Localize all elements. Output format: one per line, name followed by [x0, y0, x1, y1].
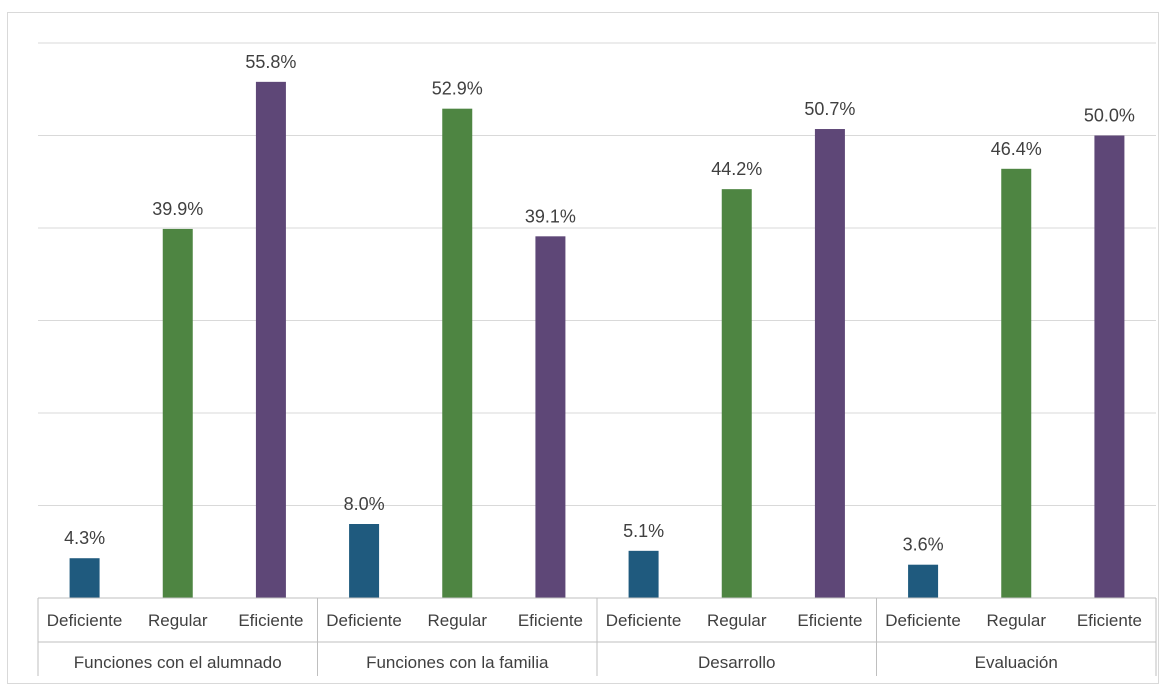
- gridlines: [38, 42, 1156, 506]
- bar-eficiente-1: [255, 81, 286, 599]
- grouped-bar-chart: 4.3% 39.9% 55.8% 8.0% 52.9% 39.1% 5.1% 44.2% 50.…: [37, 42, 1157, 676]
- bar-deficiente-4: [908, 564, 939, 598]
- data-label: 50.7%: [804, 99, 855, 119]
- chart-frame: 4.3% 39.9% 55.8% 8.0% 52.9% 39.1% 5.1% 44.2% 50.…: [7, 12, 1159, 684]
- category-tick-label: Eficiente: [1077, 611, 1142, 630]
- data-label: 44.2%: [711, 159, 762, 179]
- category-tick-label: Regular: [707, 611, 767, 630]
- category-tick-label: Eficiente: [518, 611, 583, 630]
- bar-regular-4: [1001, 168, 1032, 599]
- bar-regular-3: [721, 189, 752, 598]
- bar-eficiente-3: [814, 129, 845, 598]
- category-axis: Deficiente Regular Eficiente Funciones con …: [37, 597, 1157, 676]
- group-label: Funciones con el alumnado: [74, 653, 282, 672]
- group-label: Evaluación: [975, 653, 1058, 672]
- bars: [69, 81, 1125, 599]
- category-tick-label: Deficiente: [47, 611, 123, 630]
- bar-deficiente-3: [628, 550, 659, 598]
- category-tick-label: Deficiente: [326, 611, 402, 630]
- bar-eficiente-4: [1094, 135, 1125, 598]
- bar-deficiente-1: [69, 558, 100, 598]
- bar-regular-1: [162, 228, 193, 599]
- data-label: 5.1%: [623, 521, 664, 541]
- bar-regular-2: [442, 108, 473, 599]
- data-label: 39.1%: [525, 206, 576, 226]
- category-tick-label: Eficiente: [238, 611, 303, 630]
- data-labels: 4.3% 39.9% 55.8% 8.0% 52.9% 39.1% 5.1% 44.2% 50.…: [64, 52, 1135, 555]
- bar-deficiente-2: [349, 524, 380, 598]
- bar-eficiente-2: [535, 236, 566, 598]
- data-label: 3.6%: [903, 535, 944, 555]
- category-tick-label: Regular: [986, 611, 1046, 630]
- data-label: 4.3%: [64, 528, 105, 548]
- group-label: Funciones con la familia: [366, 653, 549, 672]
- data-label: 46.4%: [991, 139, 1042, 159]
- data-label: 52.9%: [432, 79, 483, 99]
- category-tick-label: Deficiente: [885, 611, 961, 630]
- data-label: 39.9%: [152, 199, 203, 219]
- data-label: 50.0%: [1084, 106, 1135, 126]
- group-label: Desarrollo: [698, 653, 775, 672]
- category-tick-label: Eficiente: [797, 611, 862, 630]
- category-tick-label: Deficiente: [606, 611, 682, 630]
- category-tick-label: Regular: [427, 611, 487, 630]
- data-label: 55.8%: [245, 52, 296, 72]
- data-label: 8.0%: [344, 494, 385, 514]
- category-tick-label: Regular: [148, 611, 208, 630]
